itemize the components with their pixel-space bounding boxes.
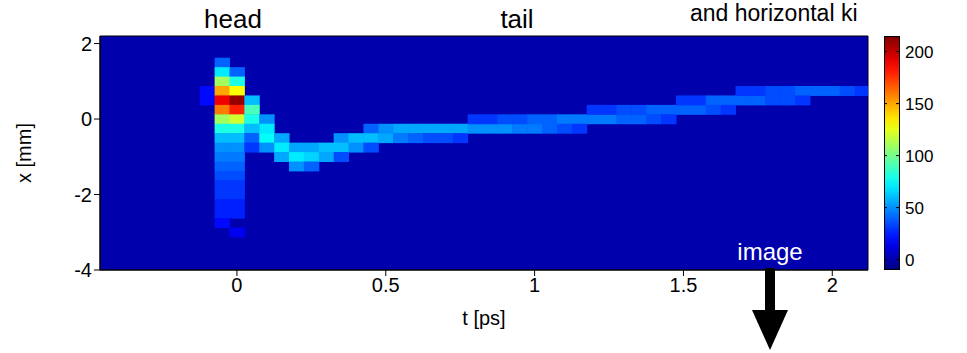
svg-text:2: 2 bbox=[81, 33, 92, 55]
html-text:head: head bbox=[204, 4, 262, 34]
svg-text:2: 2 bbox=[827, 274, 838, 296]
html-text:image: image bbox=[737, 238, 803, 265]
svg-text:-2: -2 bbox=[74, 184, 92, 206]
svg-text:200: 200 bbox=[905, 43, 933, 62]
html-text:tail: tail bbox=[500, 4, 534, 34]
svg-text:150: 150 bbox=[905, 95, 933, 114]
svg-text:x [mm]: x [mm] bbox=[13, 123, 35, 183]
svg-text:0: 0 bbox=[905, 251, 914, 270]
svg-text:0: 0 bbox=[81, 108, 92, 130]
html-text:and horizontal ki: and horizontal ki bbox=[690, 0, 858, 26]
svg-text:1.5: 1.5 bbox=[670, 274, 698, 296]
svg-text:1: 1 bbox=[529, 274, 540, 296]
svg-text:0.5: 0.5 bbox=[372, 274, 400, 296]
svg-text:-4: -4 bbox=[74, 259, 92, 281]
svg-text:0: 0 bbox=[231, 274, 242, 296]
svg-text:t [ps]: t [ps] bbox=[462, 307, 505, 329]
svg-text:100: 100 bbox=[905, 147, 933, 166]
svg-text:50: 50 bbox=[905, 199, 924, 218]
